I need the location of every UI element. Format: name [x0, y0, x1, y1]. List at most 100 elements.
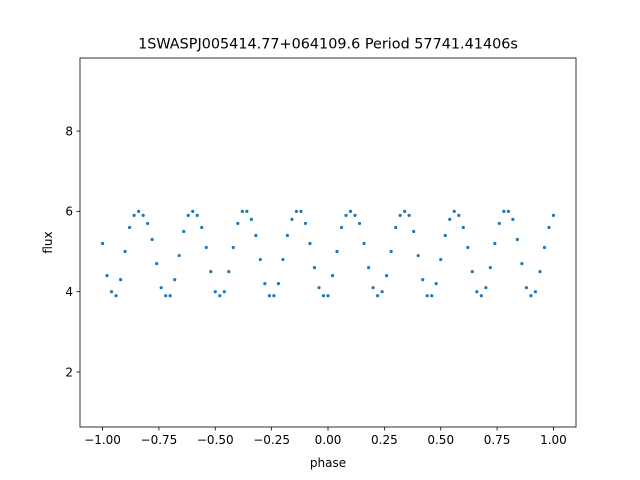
data-point: [389, 249, 393, 254]
data-point: [168, 294, 172, 298]
data-point: [529, 294, 533, 298]
x-tick-label: −0.50: [197, 433, 234, 447]
data-point: [177, 253, 181, 258]
y-axis-label: flux: [41, 231, 55, 253]
data-point: [366, 266, 371, 270]
data-point: [479, 294, 483, 298]
data-point: [488, 266, 492, 270]
data-point: [132, 213, 136, 217]
data-point: [380, 290, 384, 294]
data-point: [290, 217, 294, 222]
data-point: [515, 237, 519, 242]
data-point: [285, 233, 290, 238]
data-point: [312, 266, 317, 270]
data-point: [398, 213, 402, 217]
data-point: [128, 225, 132, 230]
x-tick-label: 0.75: [484, 433, 511, 447]
plot-frame: [79, 57, 577, 428]
y-tick-label: 2: [65, 365, 73, 379]
data-point: [416, 253, 420, 258]
y-axis-ticks: 2 4 6 8: [65, 124, 80, 379]
data-point: [335, 249, 339, 254]
x-tick-label: 0.00: [315, 433, 342, 447]
data-point: [533, 290, 538, 294]
x-tick-label: 0.25: [371, 433, 398, 447]
data-point: [434, 282, 438, 286]
x-tick-label: 0.50: [427, 433, 454, 447]
data-point: [547, 225, 551, 230]
data-point: [272, 294, 276, 298]
data-point: [249, 217, 253, 222]
data-point: [448, 217, 452, 222]
data-point: [222, 290, 226, 294]
data-point: [394, 225, 398, 230]
data-point: [195, 213, 199, 217]
data-point: [173, 278, 177, 282]
data-point: [303, 221, 308, 226]
data-point: [141, 213, 145, 217]
data-point: [425, 294, 429, 298]
x-tick-label: −1.00: [84, 433, 121, 447]
scatter-points: [100, 209, 556, 298]
data-point: [502, 209, 506, 213]
x-axis-ticks: −1.00 −0.75 −0.50 −0.25 0.00 0.25 0.50 0.75 1.00: [84, 427, 567, 447]
data-point: [457, 213, 461, 217]
data-point: [263, 282, 267, 286]
data-point: [191, 209, 195, 213]
data-point: [371, 286, 375, 290]
data-point: [109, 290, 114, 294]
data-point: [412, 229, 416, 234]
data-point: [376, 294, 380, 298]
data-point: [551, 213, 556, 217]
data-point: [421, 278, 425, 282]
data-point: [100, 241, 105, 246]
data-point: [484, 286, 488, 290]
data-point: [538, 270, 542, 274]
data-point: [105, 274, 109, 278]
data-point: [524, 286, 529, 290]
data-point: [317, 286, 321, 290]
data-point: [254, 233, 258, 238]
data-point: [330, 274, 335, 278]
data-point: [204, 245, 208, 250]
data-point: [403, 209, 407, 213]
data-point: [227, 270, 231, 274]
data-point: [470, 270, 474, 274]
data-point: [118, 278, 123, 282]
data-point: [443, 233, 447, 238]
data-point: [186, 213, 190, 217]
data-point: [164, 294, 168, 298]
data-point: [452, 209, 456, 213]
data-point: [299, 209, 303, 213]
data-point: [276, 282, 280, 286]
data-point: [146, 221, 150, 226]
data-point: [123, 249, 127, 254]
data-point: [357, 221, 362, 226]
data-point: [182, 229, 186, 234]
y-tick-label: 4: [65, 285, 73, 299]
data-point: [475, 290, 479, 294]
x-tick-label: 1.00: [540, 433, 567, 447]
data-point: [308, 241, 312, 246]
data-point: [497, 221, 501, 226]
data-point: [218, 294, 222, 298]
data-point: [362, 241, 366, 246]
x-axis-label: phase: [310, 456, 346, 470]
data-point: [114, 294, 118, 298]
y-tick-label: 6: [65, 205, 73, 219]
data-point: [542, 245, 547, 250]
data-point: [353, 213, 357, 217]
data-point: [344, 213, 348, 217]
data-point: [258, 257, 262, 262]
data-point: [326, 294, 330, 298]
data-point: [267, 294, 271, 298]
data-point: [236, 221, 240, 226]
data-point: [461, 225, 465, 230]
data-point: [240, 209, 244, 213]
data-point: [231, 245, 235, 250]
chart-title: 1SWASPJ005414.77+064109.6 Period 57741.4…: [138, 37, 518, 53]
data-point: [407, 213, 411, 217]
data-point: [150, 237, 154, 242]
data-point: [294, 209, 299, 213]
